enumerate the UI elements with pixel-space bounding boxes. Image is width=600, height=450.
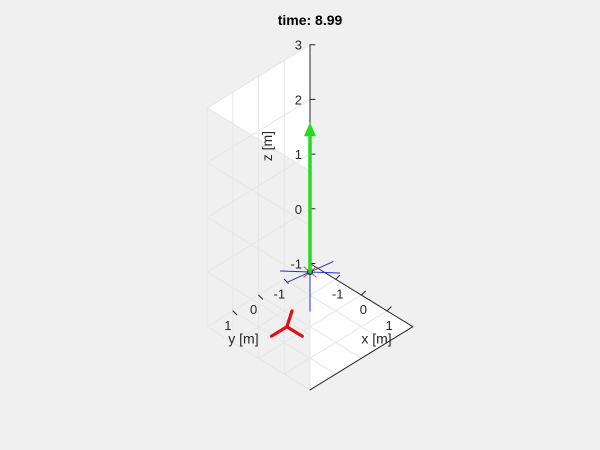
z-axis-label: z [m] [259, 131, 275, 161]
ground-marker-arm [269, 325, 289, 338]
y-tick-label: 0 [250, 302, 257, 317]
x-axis-label: x [m] [361, 330, 391, 346]
z-tick-label: 3 [295, 38, 302, 53]
pane-edge [206, 44, 311, 109]
z-tick-label: 2 [295, 92, 302, 107]
x-tick-label: -1 [332, 286, 344, 301]
y-tick-label: -1 [274, 286, 286, 301]
ground-marker-arm [285, 325, 304, 338]
thrust-arrow-head [304, 122, 316, 137]
x-tick-mark [386, 306, 392, 312]
x-tick-mark [360, 290, 366, 296]
y-tick-label: 1 [224, 318, 231, 333]
z-tick-label: 0 [295, 202, 302, 217]
y-tick-mark [232, 310, 238, 316]
pane-edge [206, 326, 311, 391]
grid-line [206, 153, 311, 218]
y-axis-label: y [m] [228, 330, 258, 346]
z-tick-label: -1 [290, 257, 302, 272]
grid-line [206, 98, 311, 164]
ground-marker-arm [285, 309, 294, 329]
x-tick-mark [335, 274, 341, 280]
grid-line [283, 278, 388, 343]
grid-line [206, 271, 311, 336]
y-tick-mark [258, 294, 264, 300]
grid-line [206, 208, 311, 273]
chart-title: time: 8.99 [278, 12, 343, 28]
y-tick-mark [283, 278, 289, 284]
z-tick-label: 1 [295, 147, 302, 162]
tick-labels: -1 0 1 2 3 -1 0 1 -1 0 1 [224, 38, 392, 333]
grid-line [206, 162, 311, 227]
pane-edge [206, 107, 311, 172]
x-tick-label: 0 [360, 302, 367, 317]
grid-line [232, 310, 337, 375]
grid-line [206, 216, 311, 281]
x-tick-label: 1 [385, 318, 392, 333]
plot-marks [269, 122, 341, 338]
y-axis-line [309, 326, 414, 391]
